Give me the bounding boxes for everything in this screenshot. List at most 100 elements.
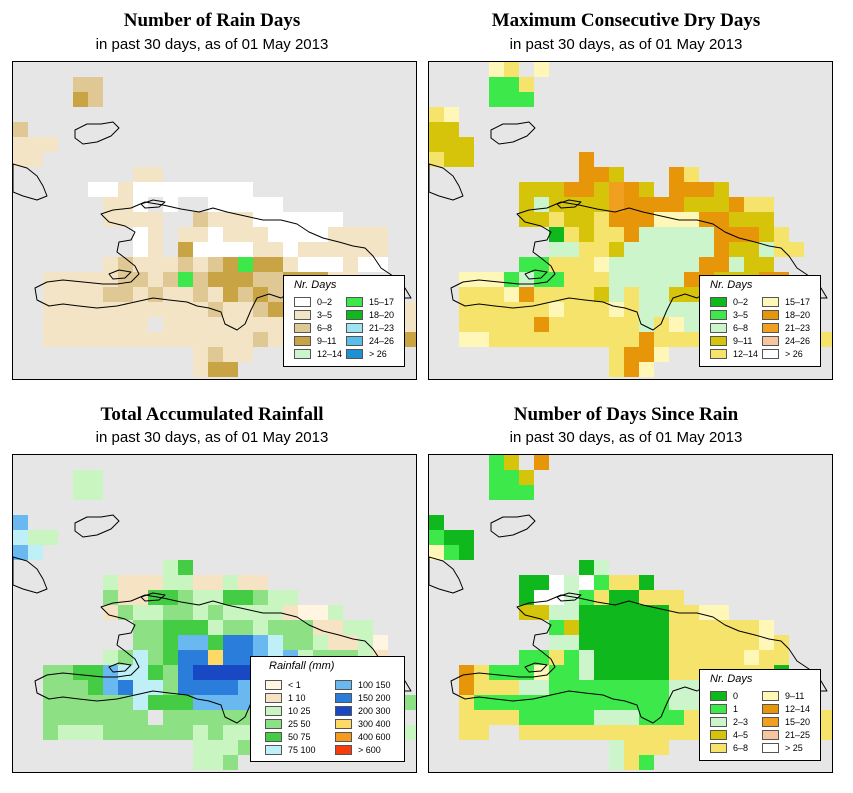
legend-title: Nr. Days [710, 673, 753, 685]
legend-entry: 18–20 [762, 309, 810, 320]
grid-cell [684, 302, 699, 317]
grid-cell [268, 635, 283, 650]
grid-cell [238, 665, 253, 680]
grid-cell [223, 605, 238, 620]
grid-cell [564, 272, 579, 287]
grid-cell [549, 272, 564, 287]
grid-cell [118, 197, 133, 212]
legend-swatch [346, 322, 363, 333]
grid-cell [148, 635, 163, 650]
grid-cell [103, 575, 118, 590]
grid-cell [699, 242, 714, 257]
grid-cell [193, 362, 208, 377]
grid-cell [193, 665, 208, 680]
grid-cell [223, 242, 238, 257]
grid-cell [549, 665, 564, 680]
island-outline-gonave [108, 662, 132, 673]
grid-cell [73, 695, 88, 710]
grid-cell [253, 317, 268, 332]
grid-cell [268, 317, 283, 332]
grid-cell [133, 332, 148, 347]
grid-cell [133, 590, 148, 605]
grid-cell [118, 650, 133, 665]
grid-cell [669, 332, 684, 347]
grid-cell [193, 650, 208, 665]
grid-cell [459, 725, 474, 740]
legend-label: 18–20 [785, 309, 811, 320]
grid-cell [519, 665, 534, 680]
grid-cell [669, 710, 684, 725]
legend-label: 150 200 [358, 692, 391, 703]
island-outline-cuba [429, 163, 464, 201]
legend-label: 6–8 [733, 742, 749, 753]
grid-cell [564, 317, 579, 332]
grid-cell [148, 182, 163, 197]
grid-cell [504, 272, 519, 287]
grid-cell [669, 620, 684, 635]
grid-cell [133, 227, 148, 242]
grid-cell [609, 197, 624, 212]
grid-cell [759, 620, 774, 635]
grid-cell [373, 635, 388, 650]
legend-title: Rainfall (mm) [269, 660, 335, 672]
grid-cell [594, 302, 609, 317]
legend-entry: 9–11 [762, 690, 804, 701]
grid-cell [549, 317, 564, 332]
grid-cell [579, 665, 594, 680]
grid-cell [193, 635, 208, 650]
grid-cell [759, 212, 774, 227]
grid-cell [208, 665, 223, 680]
panel-subtitle-rain-days: in past 30 days, as of 01 May 2013 [95, 36, 329, 53]
grid-cell [549, 695, 564, 710]
grid-cell [238, 710, 253, 725]
legend-swatch [335, 705, 352, 716]
grid-cell [133, 302, 148, 317]
grid-cell [684, 227, 699, 242]
grid-cell [579, 332, 594, 347]
legend-entry: 100 150 [335, 679, 391, 690]
grid-cell [564, 242, 579, 257]
grid-cell [28, 152, 43, 167]
panel-title-max-dry-days: Maximum Consecutive Dry Days [491, 10, 761, 31]
grid-cell [88, 77, 103, 92]
grid-cell [163, 560, 178, 575]
grid-cell [489, 710, 504, 725]
grid-cell [178, 695, 193, 710]
legend-label: 12–14 [733, 348, 759, 359]
grid-cell [699, 257, 714, 272]
grid-cell [103, 710, 118, 725]
grid-cell [178, 560, 193, 575]
grid-cell [133, 665, 148, 680]
grid-cell [684, 197, 699, 212]
grid-cell [669, 725, 684, 740]
grid-cell [609, 317, 624, 332]
grid-cell [43, 317, 58, 332]
grid-cell [594, 182, 609, 197]
grid-cell [163, 725, 178, 740]
grid-cell [729, 650, 744, 665]
grid-cell [669, 272, 684, 287]
grid-cell [208, 575, 223, 590]
grid-cell [624, 347, 639, 362]
grid-cell [43, 272, 58, 287]
grid-cell [429, 515, 444, 530]
grid-cell [253, 227, 268, 242]
legend-entry: 24–26 [346, 335, 394, 346]
grid-cell [238, 635, 253, 650]
grid-cell [133, 695, 148, 710]
grid-cell [193, 680, 208, 695]
grid-cell [504, 455, 519, 470]
grid-cell [238, 182, 253, 197]
grid-cell [609, 227, 624, 242]
grid-cell [684, 635, 699, 650]
grid-cell [103, 302, 118, 317]
legend-label: 24–26 [785, 335, 811, 346]
grid-cell [148, 680, 163, 695]
grid-cell [714, 257, 729, 272]
grid-cell [564, 635, 579, 650]
grid-cell [313, 635, 328, 650]
grid-cell [654, 665, 669, 680]
grid-cell [238, 620, 253, 635]
legend-entry: 0–2 [710, 296, 748, 307]
legend-entry: 300 400 [335, 718, 391, 729]
